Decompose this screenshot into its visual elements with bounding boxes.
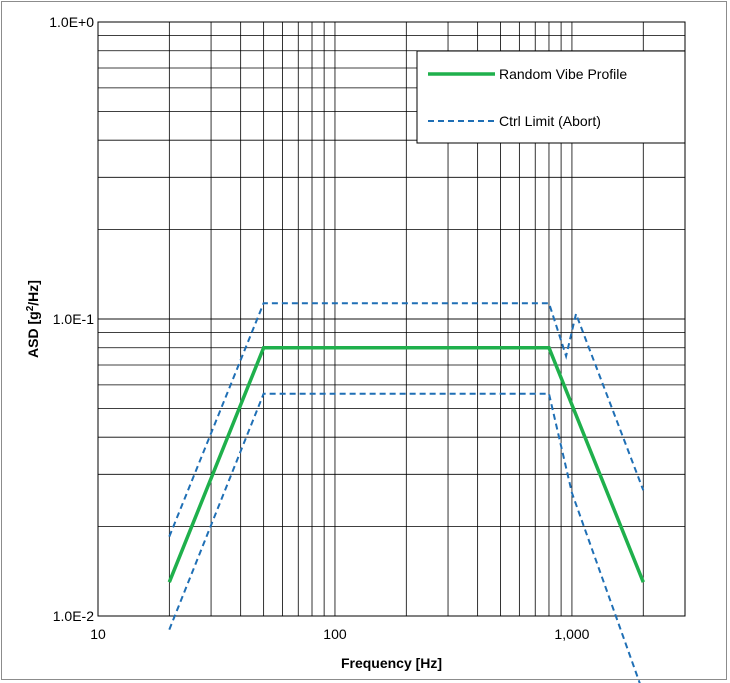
- x-tick-label: 1,000: [554, 626, 589, 642]
- random-vibe-profile-line: [167, 346, 645, 583]
- x-axis-title: Frequency [Hz]: [341, 655, 442, 671]
- legend-label-random-vibe: Random Vibe Profile: [499, 66, 627, 82]
- y-axis-title-superscript: 2: [25, 305, 36, 311]
- series-group: [167, 302, 645, 683]
- legend-box: [416, 50, 686, 144]
- ctrl-limit-line-2: [168, 392, 641, 683]
- y-axis-title: ASD [g2/Hz]: [25, 280, 41, 358]
- y-axis-title-main: ASD [g: [25, 311, 41, 358]
- y-tick-label: 1.0E-1: [53, 311, 94, 327]
- legend-label-ctrl-limit: Ctrl Limit (Abort): [499, 113, 601, 129]
- x-tick-label: 100: [323, 626, 347, 642]
- x-tick-labels: 10 100 1,000: [90, 626, 589, 642]
- ctrl-limit-line-1: [168, 302, 645, 537]
- y-tick-label: 1.0E-2: [53, 608, 94, 624]
- y-tick-label: 1.0E+0: [49, 14, 94, 30]
- y-axis-title-end: /Hz]: [25, 280, 41, 306]
- plot-area-border: [97, 21, 686, 617]
- x-tick-label: 10: [90, 626, 106, 642]
- y-tick-labels: 1.0E+0 1.0E-1 1.0E-2: [49, 14, 94, 624]
- legend: Random Vibe Profile Ctrl Limit (Abort): [416, 50, 686, 144]
